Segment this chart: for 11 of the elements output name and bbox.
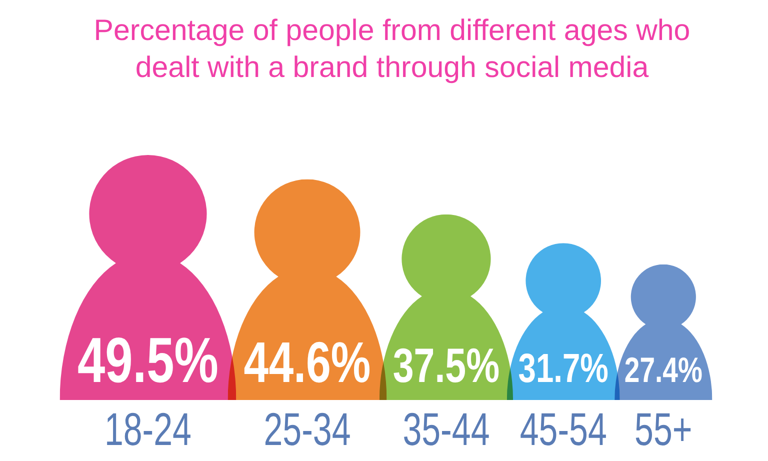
x-tick-label: 25-34 xyxy=(264,402,351,456)
x-tick-label: 55+ xyxy=(634,402,692,456)
chart-title: Percentage of people from different ages who dealt with a brand through social media xyxy=(94,14,690,84)
data-label: 31.7% xyxy=(518,345,608,391)
data-label: 49.5% xyxy=(78,325,218,396)
data-label: 44.6% xyxy=(244,330,371,394)
data-label: 27.4% xyxy=(624,350,702,390)
x-tick-label: 18-24 xyxy=(104,402,192,456)
x-tick-label: 45-54 xyxy=(520,402,607,456)
data-label: 37.5% xyxy=(392,340,500,394)
x-tick-label: 35-44 xyxy=(402,402,490,456)
